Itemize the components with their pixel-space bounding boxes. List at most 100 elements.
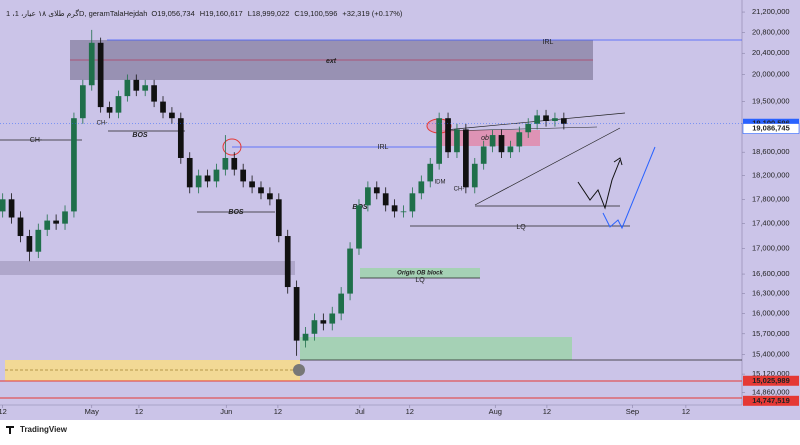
candle-body — [160, 101, 166, 113]
candle-body — [240, 169, 247, 182]
price-label-bg — [743, 375, 799, 386]
candle-body — [0, 199, 6, 212]
price-label: 15,025,989 — [752, 376, 790, 385]
y-tick-label: 17,400,000 — [752, 219, 790, 228]
ohlc-value: O19,056,734 — [151, 9, 194, 18]
candle-body — [356, 205, 362, 249]
x-tick-label: 12 — [406, 407, 414, 416]
candle-body — [463, 129, 469, 188]
candle-body — [204, 175, 211, 182]
y-tick-label: 18,600,000 — [752, 147, 790, 156]
candle-body — [53, 220, 59, 224]
candle-body — [71, 118, 77, 212]
candle-body — [436, 118, 442, 164]
candle-body — [338, 293, 345, 314]
annotation: ext — [326, 58, 337, 65]
annotation: BOS — [228, 209, 244, 216]
candle-body — [26, 236, 33, 252]
candle-body — [543, 115, 549, 121]
y-tick-label: 17,000,000 — [752, 244, 790, 253]
origin-ob-zone — [360, 268, 480, 278]
brand: TradingView — [20, 425, 68, 434]
y-tick-label: 15,120,000 — [752, 369, 790, 378]
annotation: LQ — [516, 224, 526, 231]
candle-body — [258, 187, 264, 194]
x-tick-label: Jun — [220, 407, 232, 416]
x-tick-label: Aug — [489, 407, 502, 416]
y-tick-label: 18,200,000 — [752, 170, 790, 179]
ohlc-value: L18,999,022 — [248, 9, 290, 18]
demand-zone — [0, 261, 295, 275]
y-tick-label: 16,600,000 — [752, 269, 790, 278]
y-tick-label: 20,800,000 — [752, 27, 790, 36]
candle-body — [560, 118, 567, 124]
projection-arrow — [577, 159, 621, 210]
candle-body — [97, 42, 104, 108]
y-tick-label: 19,500,000 — [752, 97, 790, 106]
annotation: IRL — [378, 144, 389, 151]
wedge-line — [444, 126, 598, 132]
annotation: CH- — [30, 137, 43, 144]
candle-body — [498, 135, 505, 153]
candle-body — [445, 118, 451, 153]
arrow-head — [613, 157, 623, 166]
price-label-bg — [743, 395, 799, 406]
candle-body — [169, 112, 175, 119]
y-tick-label: 20,400,000 — [752, 48, 790, 57]
ohlc-value: +32,319 (+0.17%) — [342, 9, 403, 18]
annotation: CH- — [454, 187, 465, 193]
candle-body — [79, 85, 86, 119]
candle-body — [249, 181, 255, 188]
candle-body — [471, 163, 478, 188]
candle-body — [454, 129, 460, 153]
candle-body — [213, 169, 220, 182]
y-tick-label: 14,860,000 — [752, 388, 790, 397]
candle-body — [373, 187, 380, 194]
y-tick-label: 16,300,000 — [752, 289, 790, 298]
y-tick-label: 16,000,000 — [752, 308, 790, 317]
candle-body — [142, 85, 149, 91]
symbol-header: 1 ،گرم طلای ۱۸ عیار، 1D, geramTalaHejdah — [6, 8, 147, 18]
candle-body — [427, 163, 434, 182]
green-zone — [300, 337, 572, 360]
annotation: IDM — [435, 180, 446, 186]
candle-body — [62, 211, 68, 224]
annotation: ob — [481, 135, 489, 142]
candle-body — [17, 217, 24, 237]
candle-body — [525, 123, 532, 133]
candle-body — [151, 85, 157, 102]
x-tick-label: 12 — [682, 407, 690, 416]
footer-bg — [0, 420, 800, 440]
annotation: IRL — [543, 39, 554, 46]
candle-body — [222, 157, 229, 170]
candle-body — [133, 79, 140, 91]
x-tick-label: 12 — [135, 407, 143, 416]
candle-body — [44, 220, 51, 230]
candle-body — [534, 115, 540, 124]
candle-body — [177, 118, 184, 158]
candle-body — [275, 199, 282, 237]
candle-body — [88, 42, 95, 86]
x-tick-label: 12 — [543, 407, 551, 416]
candle-body — [329, 313, 336, 324]
annotation: BOS — [132, 132, 148, 139]
y-tick-label: 15,400,000 — [752, 349, 790, 358]
candle-body — [409, 193, 416, 212]
candle-body — [186, 157, 193, 188]
candle-body — [35, 229, 42, 252]
ohlc-value: H19,160,617 — [200, 9, 243, 18]
circle-mark — [222, 138, 242, 156]
projection-arrow — [602, 146, 656, 230]
annotation: Origin OB block — [397, 271, 443, 277]
x-tick-label: 12 — [274, 407, 282, 416]
x-tick-label: Jul — [355, 407, 365, 416]
annotation: LQ — [415, 277, 425, 284]
candle-body — [418, 181, 425, 194]
candle-body — [365, 187, 371, 206]
brand-logo — [6, 426, 14, 434]
candle-body — [480, 146, 487, 164]
y-tick-label: 17,800,000 — [752, 194, 790, 203]
candle-body — [267, 193, 273, 200]
y-tick-label: 21,200,000 — [752, 7, 790, 16]
candle-body — [552, 118, 558, 121]
